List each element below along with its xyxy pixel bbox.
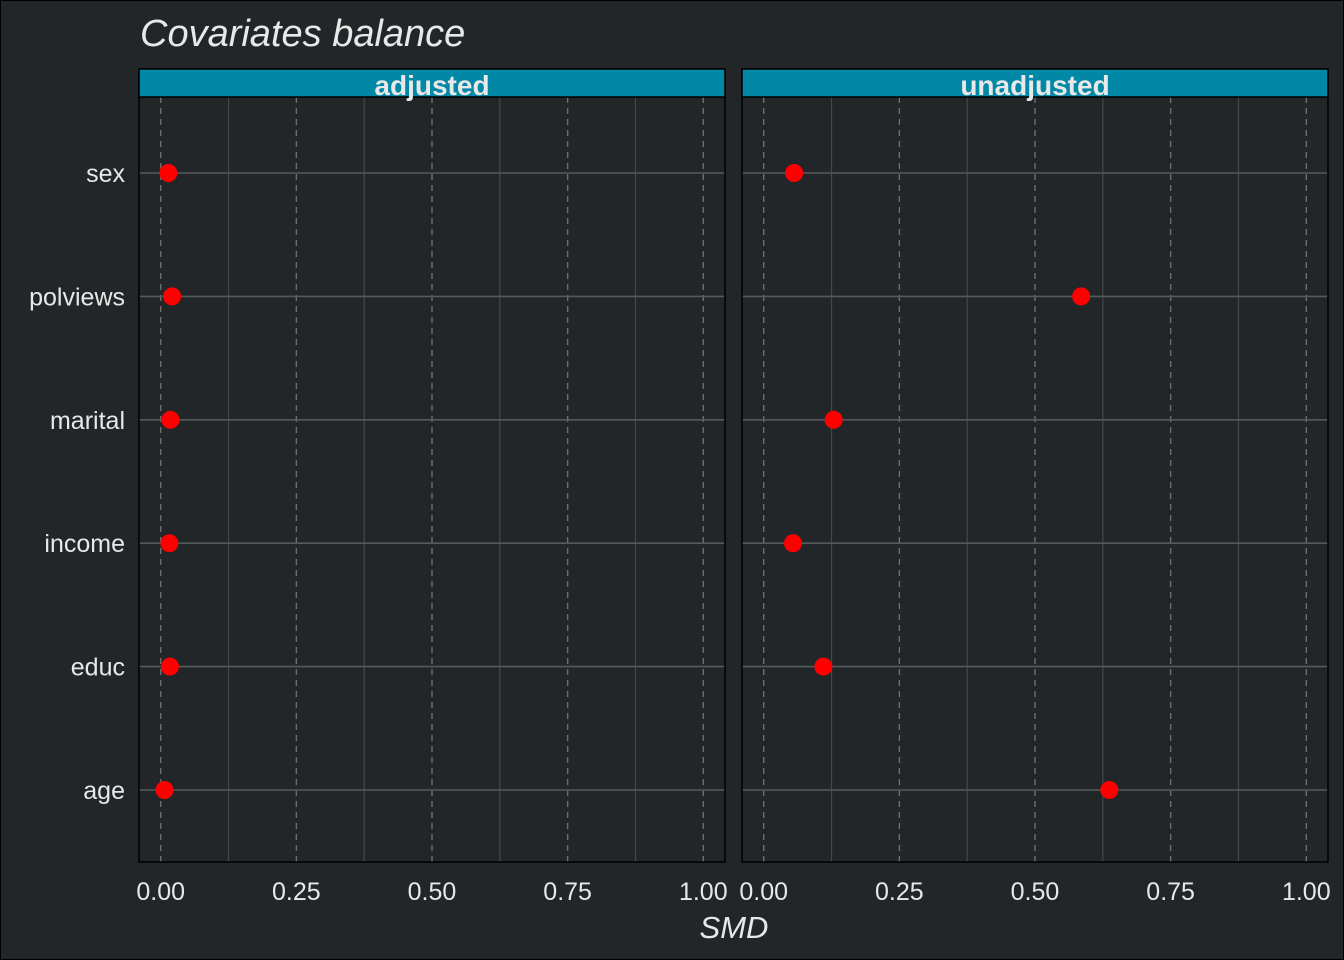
panel-unadjusted: unadjusted 0.00 0.25 0.50 0.75 1.00 <box>739 68 1331 906</box>
point-adjusted-marital <box>161 410 180 429</box>
x-axis-title: SMD <box>700 910 769 945</box>
x-tick-label: 0.00 <box>739 878 788 906</box>
x-tick-label: 1.00 <box>679 878 728 906</box>
y-tick-label-income: income <box>44 530 125 558</box>
x-tick-label: 0.75 <box>543 878 592 906</box>
x-tick-label: 0.25 <box>875 878 924 906</box>
panel-background <box>139 97 725 862</box>
x-tick-label: 0.50 <box>408 878 457 906</box>
x-tick-label: 0.75 <box>1146 878 1195 906</box>
point-unadjusted-educ <box>814 657 833 676</box>
point-unadjusted-polviews <box>1072 287 1091 306</box>
strip-label-adjusted: adjusted <box>374 70 489 101</box>
point-adjusted-income <box>160 534 179 553</box>
point-unadjusted-marital <box>824 410 843 429</box>
panel-adjusted: adjusted 0.00 0.25 0.50 0.75 1.00 <box>136 68 728 906</box>
point-adjusted-polviews <box>163 287 182 306</box>
y-tick-label-age: age <box>83 777 125 805</box>
point-adjusted-age <box>155 781 174 799</box>
x-tick-label: 1.00 <box>1282 878 1331 906</box>
x-tick-label: 0.00 <box>136 878 185 906</box>
y-tick-label-marital: marital <box>50 407 125 435</box>
x-tick-label: 0.25 <box>272 878 321 906</box>
point-unadjusted-age <box>1100 781 1119 799</box>
chart-title: Covariates balance <box>140 13 465 55</box>
strip-background <box>138 68 726 98</box>
point-unadjusted-income <box>784 534 803 553</box>
panel-background <box>742 97 1328 862</box>
strip-background <box>741 68 1329 98</box>
point-unadjusted-sex <box>785 164 804 182</box>
point-adjusted-sex <box>159 164 178 182</box>
point-adjusted-educ <box>160 657 179 676</box>
y-tick-label-educ: educ <box>71 654 125 682</box>
y-tick-label-sex: sex <box>86 160 125 188</box>
strip-label-unadjusted: unadjusted <box>960 70 1109 101</box>
plot-layer: sex polviews marital income educ age adjusted 0… <box>29 68 1331 906</box>
y-tick-label-polviews: polviews <box>29 283 125 311</box>
x-tick-label: 0.50 <box>1011 878 1060 906</box>
